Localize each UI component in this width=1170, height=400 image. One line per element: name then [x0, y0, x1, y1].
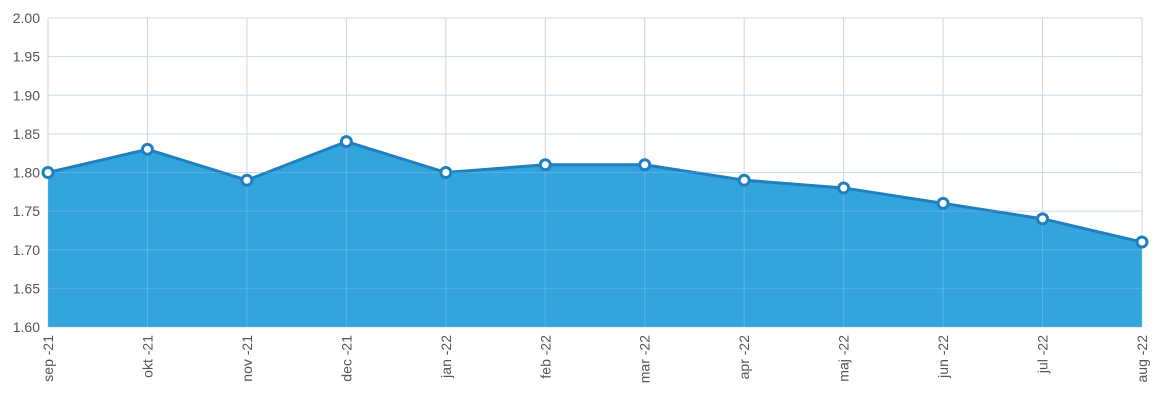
- data-point[interactable]: [737, 173, 751, 187]
- data-point[interactable]: [1135, 235, 1149, 249]
- data-point[interactable]: [1036, 212, 1050, 226]
- data-point[interactable]: [41, 166, 55, 179]
- x-tick-label: mar -22: [637, 335, 653, 383]
- x-tick-label: sep -21: [40, 335, 56, 382]
- data-point[interactable]: [837, 181, 851, 195]
- data-point[interactable]: [439, 166, 453, 179]
- x-tick-label: dec -21: [338, 335, 354, 382]
- x-tick-label: aug -22: [1134, 335, 1150, 383]
- data-points: [41, 135, 1149, 249]
- y-tick-label: 1.95: [13, 49, 40, 65]
- y-axis-ticks: 2.00 1.95 1.90 1.85 1.80 1.75 1.70 1.65 1.60: [13, 10, 40, 335]
- series-line: [47, 140, 1143, 244]
- y-tick-label: 1.80: [13, 165, 40, 181]
- area-series: [47, 17, 1143, 328]
- x-tick-label: feb -22: [537, 335, 553, 379]
- y-tick-label: 1.75: [13, 203, 40, 219]
- data-point[interactable]: [140, 142, 154, 156]
- area-fill: [48, 141, 1142, 327]
- y-tick-label: 1.65: [13, 280, 40, 296]
- y-tick-label: 2.00: [13, 10, 40, 26]
- y-tick-label: 1.70: [13, 242, 40, 258]
- x-tick-label: jul -22: [1035, 335, 1051, 374]
- x-tick-label: nov -21: [239, 335, 255, 382]
- data-point[interactable]: [936, 196, 950, 210]
- data-point[interactable]: [339, 135, 353, 149]
- x-tick-label: apr -22: [736, 335, 752, 380]
- y-tick-label: 1.60: [13, 319, 40, 335]
- y-tick-label: 1.90: [13, 87, 40, 103]
- y-tick-label: 1.85: [13, 126, 40, 142]
- x-axis-ticks: sep -21 okt -21 nov -21 dec -21 jan -22 feb -…: [40, 335, 1150, 383]
- data-point[interactable]: [638, 158, 652, 172]
- x-tick-label: maj -22: [836, 335, 852, 382]
- x-tick-label: okt -21: [139, 335, 155, 378]
- x-tick-label: jan -22: [438, 335, 454, 379]
- data-point[interactable]: [538, 158, 552, 172]
- data-point[interactable]: [240, 173, 254, 187]
- x-tick-label: jun -22: [935, 335, 951, 379]
